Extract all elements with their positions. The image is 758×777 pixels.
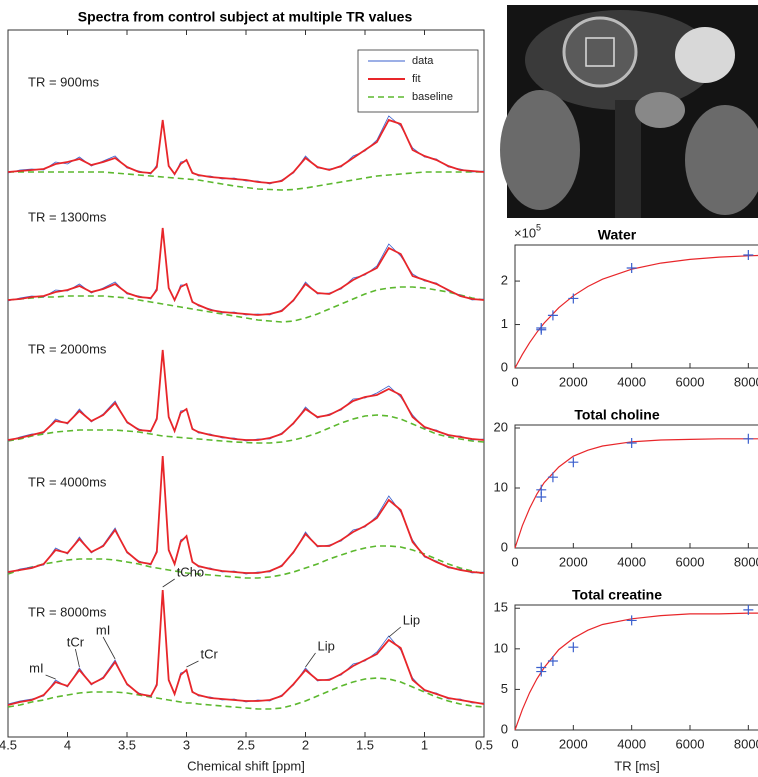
x-tick-label: 6000 xyxy=(676,736,705,751)
x-tick-label: 1.5 xyxy=(356,737,374,752)
y-tick-label: 0 xyxy=(501,721,508,736)
y-tick-label: 10 xyxy=(494,479,508,494)
x-tick-label: 2 xyxy=(302,737,309,752)
y-tick-label: 1 xyxy=(501,316,508,331)
legend-label: data xyxy=(412,55,434,67)
y-tick-label: 15 xyxy=(494,600,508,615)
x-tick-label: 2000 xyxy=(559,736,588,751)
legend-label: fit xyxy=(412,73,421,85)
x-tick-label: 4000 xyxy=(617,736,646,751)
x-tick-label: 4.5 xyxy=(0,737,17,752)
chart-title: Total creatine xyxy=(572,587,662,603)
chart-title: Total choline xyxy=(574,407,660,423)
y-tick-label: 2 xyxy=(501,273,508,288)
x-tick-label: 3 xyxy=(183,737,190,752)
x-tick-label: 2000 xyxy=(559,554,588,569)
x-tick-label: 4 xyxy=(64,737,71,752)
annotation: mI xyxy=(29,660,43,675)
x-tick-label: 6000 xyxy=(676,554,705,569)
legend-label: baseline xyxy=(412,91,453,103)
chart-title: Water xyxy=(598,227,637,243)
annotation: mI xyxy=(96,622,110,637)
x-axis-label: TR [ms] xyxy=(614,758,660,773)
panel-label: TR = 1300ms xyxy=(28,209,107,224)
y-tick-label: 0 xyxy=(501,359,508,374)
mri-image xyxy=(500,5,758,218)
x-tick-label: 4000 xyxy=(617,554,646,569)
annotation: tCr xyxy=(67,634,85,649)
y-tick-label: 5 xyxy=(501,681,508,696)
y-tick-label: 20 xyxy=(494,419,508,434)
panel-label: TR = 4000ms xyxy=(28,474,107,489)
x-tick-label: 1 xyxy=(421,737,428,752)
y-multiplier-exponent: 5 xyxy=(536,222,541,232)
x-tick-label: 0 xyxy=(511,736,518,751)
x-tick-label: 8000 xyxy=(734,374,758,389)
x-tick-label: 4000 xyxy=(617,374,646,389)
y-tick-label: 0 xyxy=(501,539,508,554)
x-tick-label: 2000 xyxy=(559,374,588,389)
x-tick-label: 8000 xyxy=(734,736,758,751)
figure: Spectra from control subject at multiple… xyxy=(0,0,758,777)
y-tick-label: 10 xyxy=(494,640,508,655)
x-tick-label: 3.5 xyxy=(118,737,136,752)
annotation: tCho xyxy=(177,564,204,579)
chart-title: Spectra from control subject at multiple… xyxy=(78,9,413,25)
annotation: Lip xyxy=(403,612,420,627)
x-axis-label: Chemical shift [ppm] xyxy=(187,758,305,773)
x-tick-label: 0.5 xyxy=(475,737,493,752)
panel-label: TR = 900ms xyxy=(28,74,100,89)
x-tick-label: 0 xyxy=(511,554,518,569)
annotation: Lip xyxy=(318,638,335,653)
x-tick-label: 6000 xyxy=(676,374,705,389)
x-tick-label: 0 xyxy=(511,374,518,389)
x-tick-label: 8000 xyxy=(734,554,758,569)
panel-label: TR = 8000ms xyxy=(28,604,107,619)
x-tick-label: 2.5 xyxy=(237,737,255,752)
y-multiplier: ×10 xyxy=(514,225,536,240)
annotation: tCr xyxy=(201,646,219,661)
panel-label: TR = 2000ms xyxy=(28,341,107,356)
